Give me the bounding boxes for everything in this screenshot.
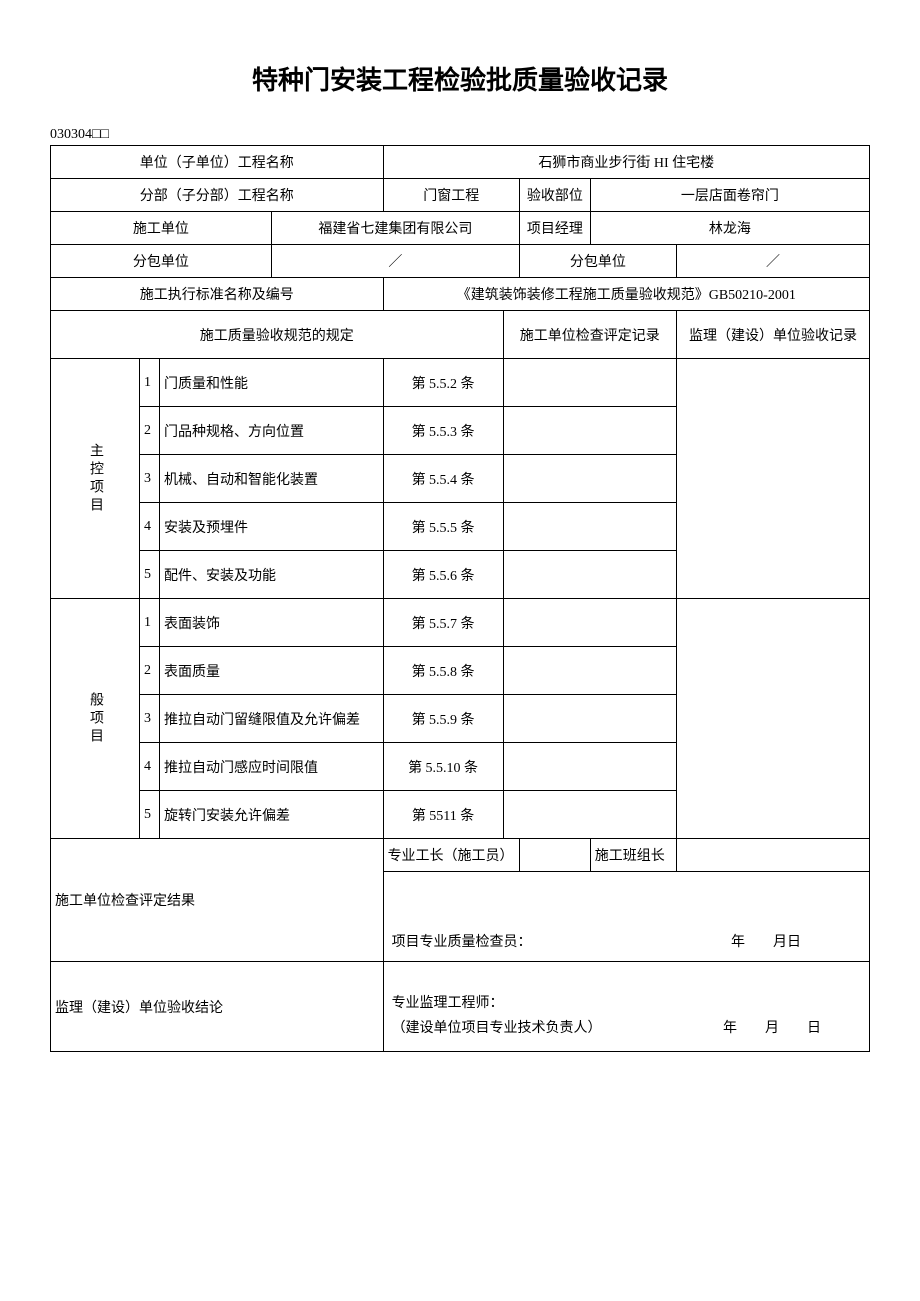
item-ref: 第 5.5.2 条 [383, 359, 503, 407]
item-name: 表面质量 [160, 647, 384, 695]
accept-part-label: 验收部位 [519, 179, 590, 212]
subcontract2-label: 分包单位 [519, 245, 676, 278]
accept-part-value: 一层店面卷帘门 [590, 179, 869, 212]
section1-label: 主控项目 [51, 359, 140, 599]
item-no: 1 [140, 359, 160, 407]
item-name: 推拉自动门留缝限值及允许偏差 [160, 695, 384, 743]
check-cell [503, 791, 676, 839]
inspection-table: 单位（子单位）工程名称 石狮市商业步行街 HI 住宅楼 分部（子分部）工程名称 … [50, 145, 870, 1052]
column-headers: 施工质量验收规范的规定 施工单位检查评定记录 监理（建设）单位验收记录 [51, 311, 870, 359]
subcontract2-value: ／ [676, 245, 869, 278]
item-name: 配件、安装及功能 [160, 551, 384, 599]
item-name: 机械、自动和智能化装置 [160, 455, 384, 503]
date2: 年 月 日 [723, 1016, 861, 1041]
check-cell [503, 695, 676, 743]
spec-col: 施工质量验收规范的规定 [51, 311, 504, 359]
pm-value: 林龙海 [590, 212, 869, 245]
item-ref: 第 5.5.5 条 [383, 503, 503, 551]
form-code: 030304□□ [50, 127, 870, 143]
check-cell [503, 503, 676, 551]
item-no: 1 [140, 599, 160, 647]
unit-name-label: 单位（子单位）工程名称 [51, 146, 384, 179]
standard-value: 《建筑装饰装修工程施工质量验收规范》GB50210-2001 [383, 278, 869, 311]
item-ref: 第 5.5.6 条 [383, 551, 503, 599]
item-ref: 第 5.5.9 条 [383, 695, 503, 743]
team-leader-label: 施工班组长 [590, 839, 676, 872]
supervise-col: 监理（建设）单位验收记录 [676, 311, 869, 359]
item-ref: 第 5.5.3 条 [383, 407, 503, 455]
section2-label: 般项目 [51, 599, 140, 839]
header-row-2: 分部（子分部）工程名称 门窗工程 验收部位 一层店面卷帘门 [51, 179, 870, 212]
subcontract-label: 分包单位 [51, 245, 272, 278]
construction-unit-value: 福建省七建集团有限公司 [271, 212, 519, 245]
header-row-1: 单位（子单位）工程名称 石狮市商业步行街 HI 住宅楼 [51, 146, 870, 179]
construction-unit-label: 施工单位 [51, 212, 272, 245]
item-ref: 第 5.5.7 条 [383, 599, 503, 647]
check-cell [503, 551, 676, 599]
item-no: 3 [140, 695, 160, 743]
item-name: 推拉自动门感应时间限值 [160, 743, 384, 791]
unit-name-value: 石狮市商业步行街 HI 住宅楼 [383, 146, 869, 179]
pm-label: 项目经理 [519, 212, 590, 245]
check-col: 施工单位检查评定记录 [503, 311, 676, 359]
inspector-label: 项目专业质量检查员： [392, 931, 532, 951]
sub-name-label: 分部（子分部）工程名称 [51, 179, 384, 212]
foreman-label: 专业工长（施工员） [383, 839, 519, 872]
conclusion-row: 监理（建设）单位验收结论 专业监理工程师： （建设单位项目专业技术负责人） 年 … [51, 962, 870, 1052]
supervise-cell [676, 599, 869, 839]
check-result-label: 施工单位检查评定结果 [51, 839, 384, 962]
team-leader-value [676, 839, 869, 872]
sub-name-value: 门窗工程 [383, 179, 519, 212]
inspector-cell: 项目专业质量检查员： 年 月日 [383, 872, 869, 962]
item-no: 4 [140, 743, 160, 791]
tech-leader-label: （建设单位项目专业技术负责人） [392, 1016, 602, 1041]
main-item-row: 主控项目 1 门质量和性能 第 5.5.2 条 [51, 359, 870, 407]
general-item-row: 般项目 1 表面装饰 第 5.5.7 条 [51, 599, 870, 647]
check-cell [503, 455, 676, 503]
date1: 年 月日 [731, 931, 861, 951]
item-name: 安装及预埋件 [160, 503, 384, 551]
header-row-3: 施工单位 福建省七建集团有限公司 项目经理 林龙海 [51, 212, 870, 245]
supervise-cell [676, 359, 869, 599]
item-no: 5 [140, 791, 160, 839]
standard-label: 施工执行标准名称及编号 [51, 278, 384, 311]
foreman-row: 施工单位检查评定结果 专业工长（施工员） 施工班组长 [51, 839, 870, 872]
item-name: 门质量和性能 [160, 359, 384, 407]
item-no: 5 [140, 551, 160, 599]
page-title: 特种门安装工程检验批质量验收记录 [50, 60, 870, 97]
header-row-5: 施工执行标准名称及编号 《建筑装饰装修工程施工质量验收规范》GB50210-20… [51, 278, 870, 311]
foreman-value [519, 839, 590, 872]
check-cell [503, 647, 676, 695]
item-no: 2 [140, 647, 160, 695]
item-name: 旋转门安装允许偏差 [160, 791, 384, 839]
item-ref: 第 5.5.10 条 [383, 743, 503, 791]
item-ref: 第 5511 条 [383, 791, 503, 839]
check-cell [503, 599, 676, 647]
item-no: 3 [140, 455, 160, 503]
item-ref: 第 5.5.4 条 [383, 455, 503, 503]
item-no: 2 [140, 407, 160, 455]
subcontract-value: ／ [271, 245, 519, 278]
item-ref: 第 5.5.8 条 [383, 647, 503, 695]
engineer-label: 专业监理工程师： [392, 991, 861, 1016]
item-no: 4 [140, 503, 160, 551]
item-name: 门品种规格、方向位置 [160, 407, 384, 455]
item-name: 表面装饰 [160, 599, 384, 647]
conclusion-cell: 专业监理工程师： （建设单位项目专业技术负责人） 年 月 日 [383, 962, 869, 1052]
header-row-4: 分包单位 ／ 分包单位 ／ [51, 245, 870, 278]
conclusion-label: 监理（建设）单位验收结论 [51, 962, 384, 1052]
check-cell [503, 743, 676, 791]
check-cell [503, 407, 676, 455]
check-cell [503, 359, 676, 407]
